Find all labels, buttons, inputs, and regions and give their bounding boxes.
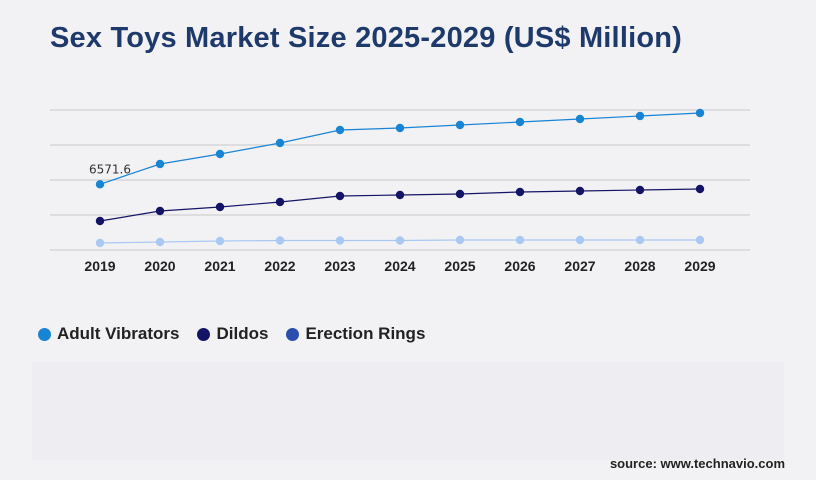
legend-item-erection-rings[interactable]: Erection Rings bbox=[286, 324, 425, 344]
data-point[interactable] bbox=[515, 187, 525, 197]
legend-item-adult-vibrators[interactable]: Adult Vibrators bbox=[38, 324, 179, 344]
data-point[interactable] bbox=[335, 125, 345, 135]
line-chart: 6571.6 2019 2020 2021 2022 2023 2024 2025 2026 2… bbox=[50, 108, 750, 274]
data-point[interactable] bbox=[575, 186, 585, 196]
data-point[interactable] bbox=[155, 159, 165, 169]
data-point[interactable] bbox=[635, 111, 645, 121]
data-point[interactable] bbox=[335, 191, 345, 201]
data-point[interactable] bbox=[695, 108, 705, 118]
x-tick-label: 2023 bbox=[324, 258, 355, 274]
data-point[interactable] bbox=[275, 138, 285, 148]
source-note: source: www.technavio.com bbox=[609, 456, 785, 471]
data-point[interactable] bbox=[155, 237, 165, 247]
data-point[interactable] bbox=[335, 236, 345, 245]
background-panel bbox=[32, 362, 784, 460]
series-adult-vibrators: 6571.6 bbox=[89, 108, 705, 189]
grid-lines bbox=[50, 109, 750, 251]
data-point[interactable] bbox=[455, 189, 465, 199]
data-point[interactable] bbox=[275, 236, 285, 245]
legend-marker-erection-rings bbox=[286, 327, 300, 341]
x-tick-label: 2022 bbox=[264, 258, 295, 274]
data-point[interactable] bbox=[395, 123, 405, 133]
legend: Adult Vibrators Dildos Erection Rings bbox=[38, 323, 443, 345]
legend-label: Dildos bbox=[216, 324, 269, 343]
data-point[interactable] bbox=[95, 238, 105, 248]
data-label: 6571.6 bbox=[89, 162, 131, 176]
series-erection-rings bbox=[95, 235, 705, 248]
x-axis-ticks: 2019 2020 2021 2022 2023 2024 2025 2026 2027 2028… bbox=[84, 258, 715, 274]
series-dildos bbox=[95, 184, 705, 226]
x-tick-label: 2020 bbox=[144, 258, 175, 274]
data-point[interactable] bbox=[155, 206, 165, 216]
x-tick-label: 2026 bbox=[504, 258, 535, 274]
data-point[interactable] bbox=[515, 117, 525, 127]
data-point[interactable] bbox=[515, 235, 525, 245]
data-point[interactable] bbox=[95, 216, 105, 226]
x-tick-label: 2029 bbox=[684, 258, 715, 274]
legend-item-dildos[interactable]: Dildos bbox=[197, 324, 268, 344]
data-point[interactable] bbox=[95, 180, 105, 189]
data-point[interactable] bbox=[635, 185, 645, 195]
x-tick-label: 2027 bbox=[564, 258, 595, 274]
series-line bbox=[99, 112, 701, 185]
data-point[interactable] bbox=[395, 190, 405, 200]
data-point[interactable] bbox=[215, 149, 225, 159]
data-point[interactable] bbox=[695, 184, 705, 194]
data-point[interactable] bbox=[215, 202, 225, 212]
data-point[interactable] bbox=[455, 235, 465, 245]
legend-label: Erection Rings bbox=[305, 324, 426, 343]
x-tick-label: 2028 bbox=[624, 258, 655, 274]
x-tick-label: 2024 bbox=[384, 258, 415, 274]
x-tick-label: 2019 bbox=[84, 258, 115, 274]
data-point[interactable] bbox=[395, 236, 405, 245]
legend-marker-adult-vibrators bbox=[38, 327, 51, 341]
legend-label: Adult Vibrators bbox=[57, 324, 180, 343]
data-point[interactable] bbox=[575, 235, 585, 245]
data-point[interactable] bbox=[455, 120, 465, 130]
data-point[interactable] bbox=[575, 114, 585, 124]
data-point[interactable] bbox=[275, 197, 285, 207]
x-tick-label: 2025 bbox=[444, 258, 475, 274]
data-point[interactable] bbox=[215, 236, 225, 246]
data-point[interactable] bbox=[635, 235, 645, 245]
x-tick-label: 2021 bbox=[204, 258, 235, 274]
legend-marker-dildos bbox=[197, 327, 211, 341]
data-point[interactable] bbox=[695, 235, 705, 245]
chart-title: Sex Toys Market Size 2025-2029 (US$ Mill… bbox=[50, 22, 683, 54]
series-layer: 6571.6 bbox=[89, 108, 705, 248]
